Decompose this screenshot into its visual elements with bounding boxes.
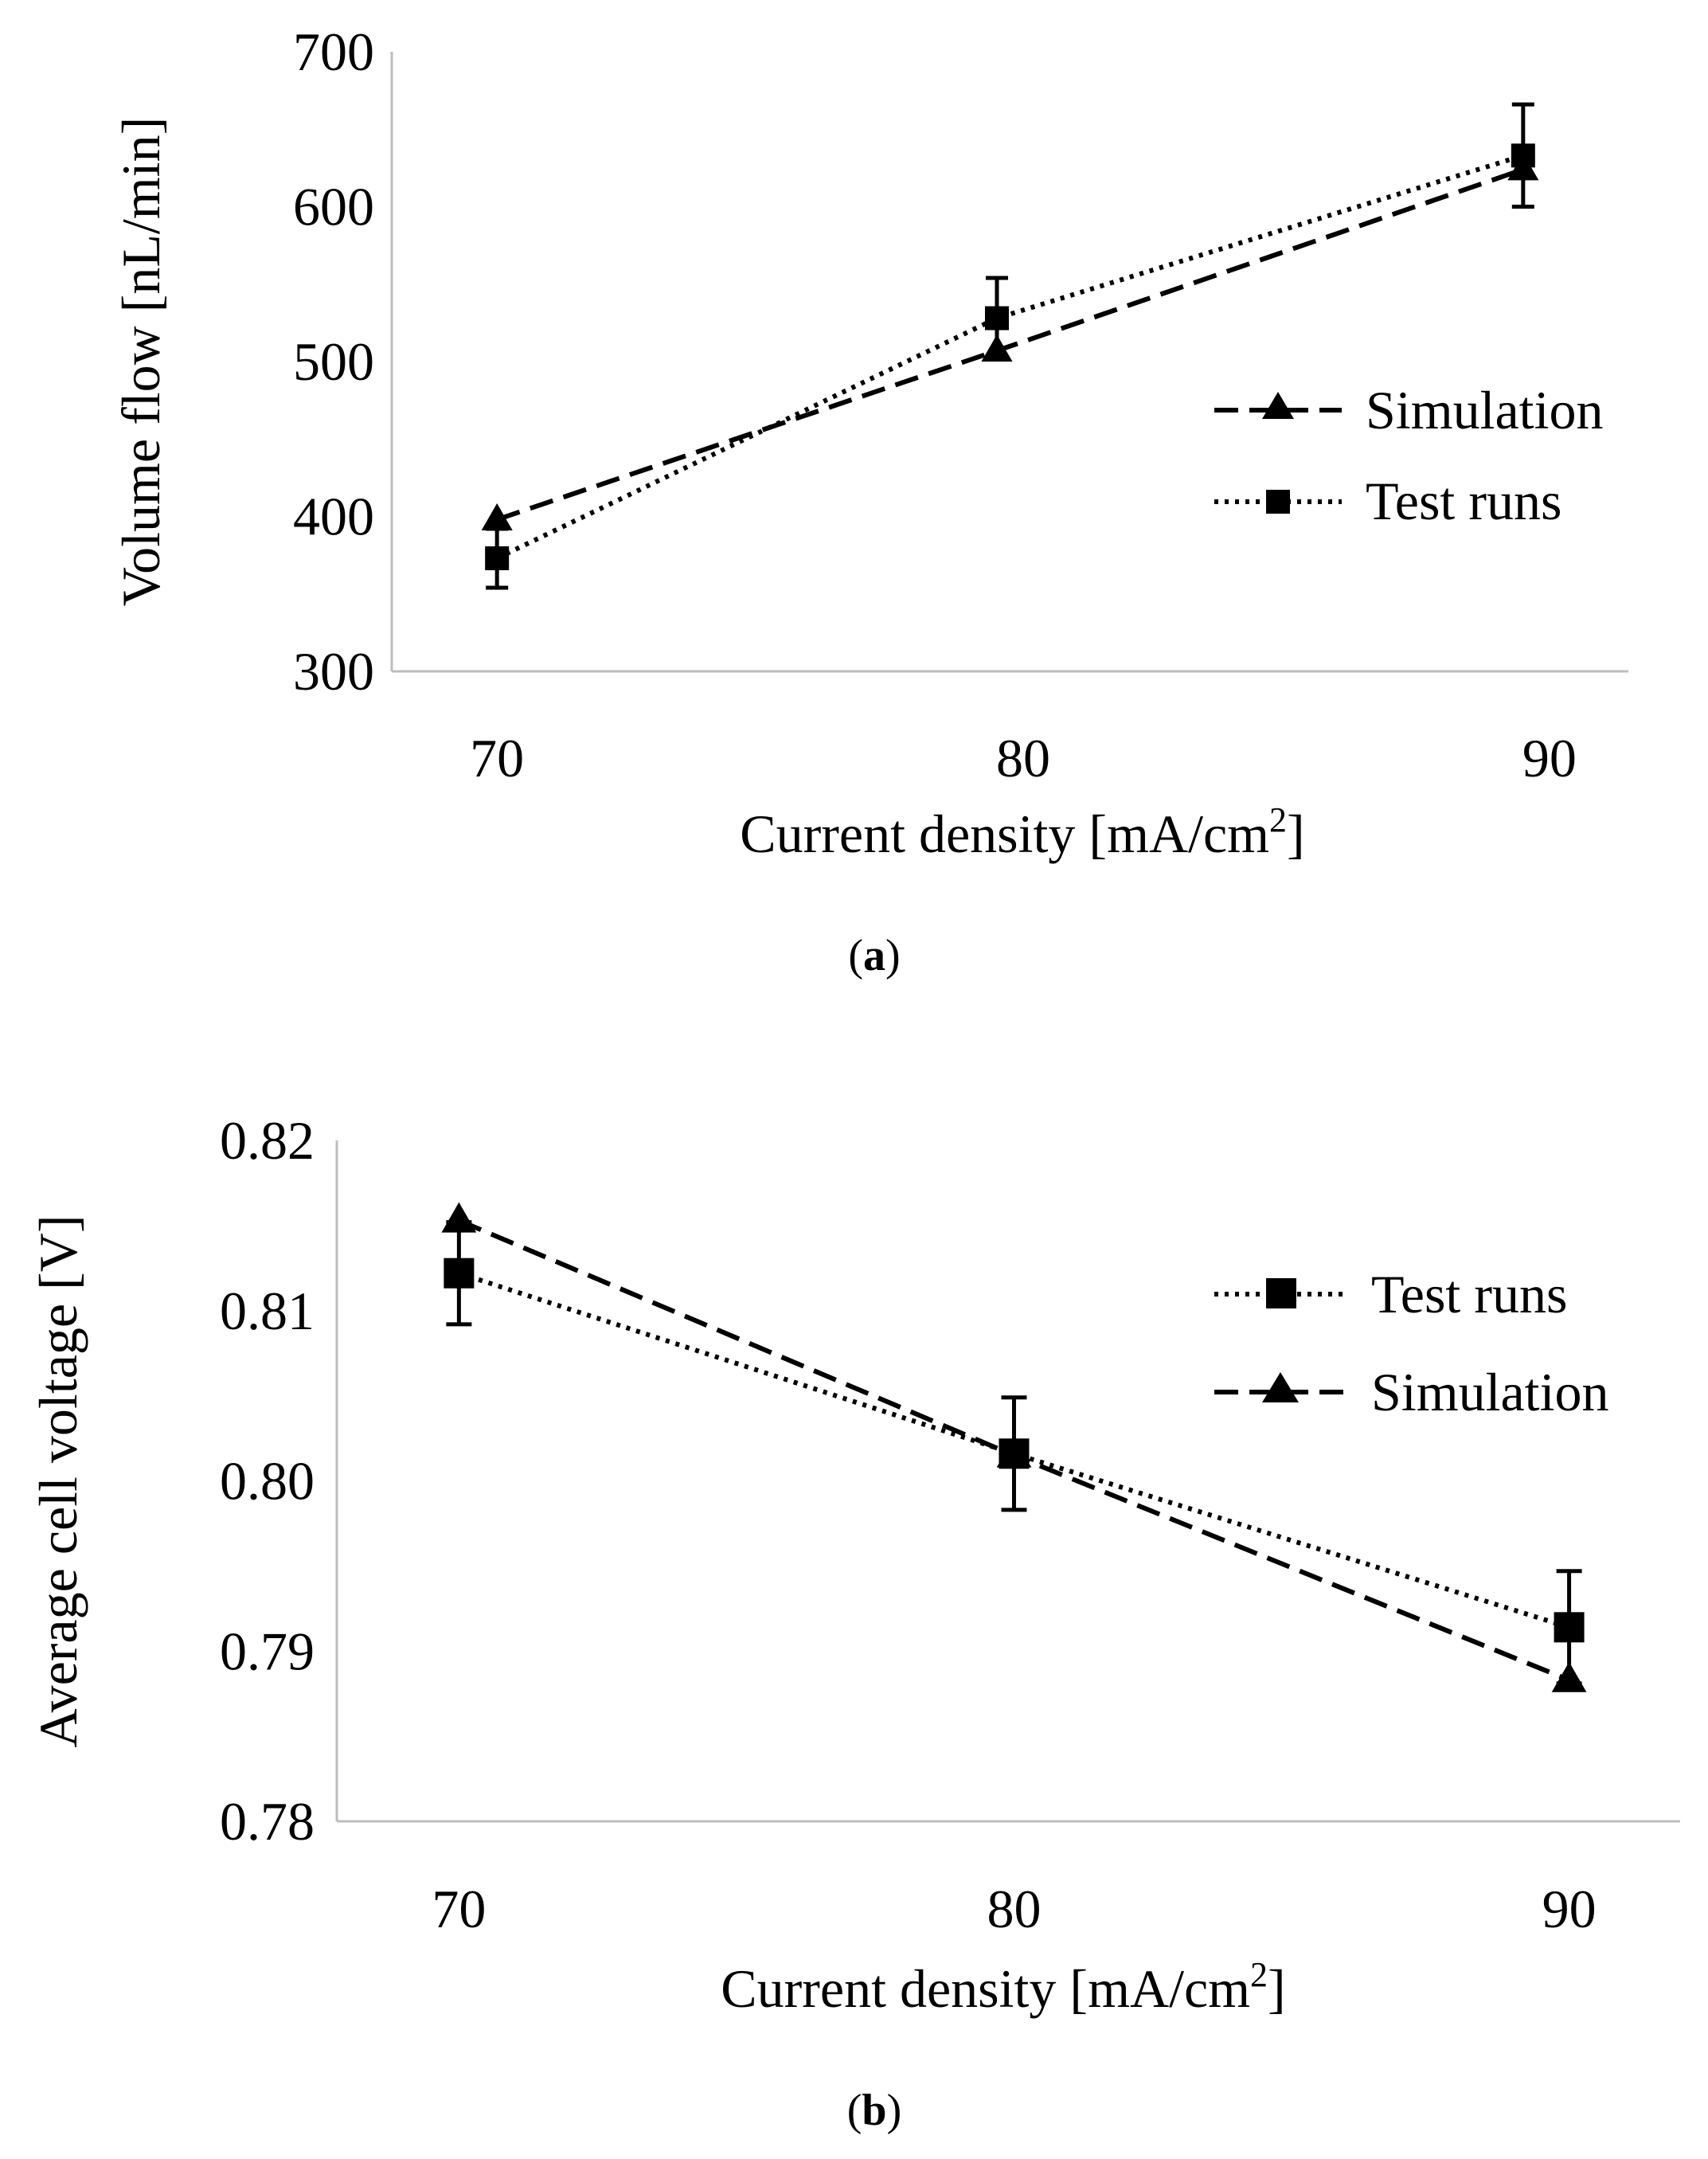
data-point-simulation-b: [1551, 1661, 1587, 1692]
y-tick-label-a: 400: [293, 487, 374, 547]
x-axis-label-b: Current density [mA/cm2]: [721, 1955, 1285, 2019]
chart-panel-b: 0.78 0.79 0.80 0.81 0.82 70 80 90 Average cell…: [28, 1110, 1680, 2135]
chart-panel-a: 300 400 500 600 700 70 80 90 Volume flow [nL/m…: [111, 22, 1628, 980]
legend-label-simulation-b: Simulation: [1371, 1362, 1608, 1422]
legend-marker-testruns-a: [1266, 490, 1290, 514]
data-point-simulation-b: [996, 1437, 1032, 1468]
y-tick-label-b: 0.80: [220, 1451, 315, 1512]
x-tick-label-a: 70: [470, 728, 524, 788]
data-point-test-runs-b: [444, 1257, 475, 1289]
data-point-test-runs-b: [1554, 1612, 1585, 1643]
y-tick-label-b: 0.82: [220, 1110, 315, 1171]
x-tick-label-b: 90: [1542, 1879, 1597, 1939]
legend-b: Test runs Simulation: [1214, 1264, 1608, 1422]
legend-marker-simulation-b: [1262, 1372, 1299, 1402]
panel-label-a: (a): [848, 931, 900, 980]
y-tick-label-a: 700: [293, 22, 374, 82]
data-point-test-runs-a: [485, 546, 510, 571]
legend-marker-testruns-b: [1266, 1278, 1296, 1308]
data-point-test-runs-a: [984, 306, 1009, 330]
series-line-simulation-a: [496, 166, 1524, 522]
y-tick-label-b: 0.78: [220, 1791, 315, 1852]
legend-label-simulation-a: Simulation: [1366, 380, 1603, 440]
panel-label-b: (b): [847, 2086, 901, 2135]
data-point-simulation-b: [441, 1202, 477, 1233]
x-tick-label-b: 70: [432, 1879, 486, 1939]
y-tick-label-b: 0.81: [220, 1281, 315, 1341]
series-line-test-runs-a: [495, 153, 1524, 561]
y-tick-label-a: 300: [293, 641, 374, 702]
legend-marker-simulation-a: [1262, 392, 1294, 419]
y-tick-label-b: 0.79: [220, 1621, 315, 1681]
x-tick-label-a: 90: [1522, 728, 1577, 788]
x-tick-label-b: 80: [987, 1879, 1041, 1939]
legend-label-testruns-a: Test runs: [1366, 471, 1561, 531]
legend-label-testruns-b: Test runs: [1371, 1264, 1567, 1324]
y-axis-label-b: Average cell voltage [V]: [28, 1215, 88, 1748]
y-tick-label-a: 500: [293, 331, 374, 392]
data-point-simulation-a: [481, 503, 513, 530]
data-point-test-runs-a: [1511, 143, 1535, 168]
y-tick-label-a: 600: [293, 177, 374, 237]
x-axis-label-a: Current density [mA/cm2]: [740, 800, 1304, 864]
legend-a: Simulation Test runs: [1214, 380, 1603, 531]
x-tick-label-a: 80: [996, 728, 1050, 788]
y-axis-label-a: Volume flow [nL/min]: [111, 117, 171, 606]
